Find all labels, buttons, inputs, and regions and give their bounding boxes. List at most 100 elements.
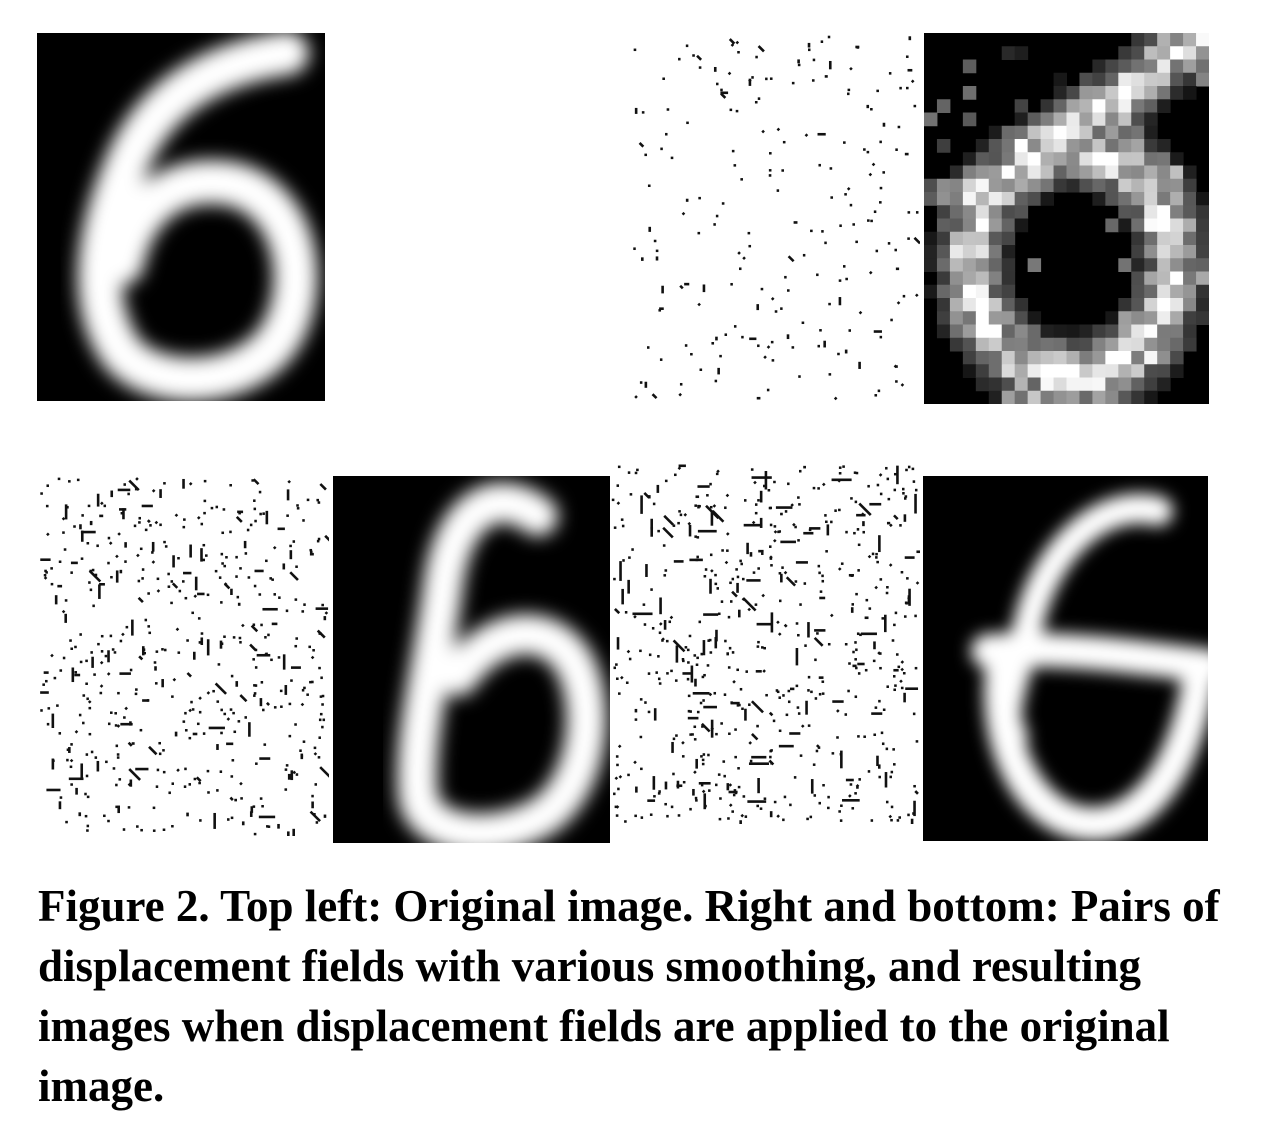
displacement-vector — [753, 480, 757, 485]
pixel-block — [1118, 72, 1132, 87]
pixel-block — [949, 192, 964, 206]
displacement-vector — [193, 594, 198, 599]
pixel-block — [924, 258, 938, 272]
displacement-vector — [874, 585, 878, 590]
pixel-block — [1157, 178, 1171, 193]
pixel-block — [1027, 311, 1042, 325]
pixel-block — [1170, 324, 1184, 339]
pixel-block — [1170, 72, 1184, 87]
displacement-vector — [757, 45, 765, 53]
displacement-vector — [679, 284, 684, 290]
pixel-block — [1183, 205, 1197, 219]
pixel-block — [1144, 377, 1158, 392]
resulting-image-noisy — [924, 33, 1209, 404]
pixel-block — [1066, 337, 1080, 352]
pixel-block — [1092, 152, 1106, 166]
displacement-vector — [769, 555, 773, 559]
displacement-vector — [206, 691, 211, 695]
pixel-block — [1053, 324, 1067, 339]
pixel-block — [1027, 112, 1042, 127]
pixel-block — [1027, 351, 1042, 365]
pixel-block — [988, 245, 1003, 259]
displacement-vector — [116, 724, 121, 728]
displacement-vector — [615, 805, 620, 809]
pixel-block — [1183, 258, 1197, 272]
displacement-vector — [151, 489, 156, 493]
pixel-block — [1183, 86, 1197, 100]
pixel-block — [975, 284, 990, 299]
pixel-block — [1079, 324, 1093, 339]
displacement-vector — [751, 520, 756, 525]
displacement-vector — [265, 701, 271, 706]
displacement-vector — [634, 395, 638, 399]
pixel-block — [1027, 192, 1042, 206]
displacement-vector — [915, 581, 920, 585]
displacement-vector — [878, 473, 883, 477]
pixel-block — [1105, 351, 1119, 365]
pixel-block — [1014, 205, 1029, 219]
pixel-block — [1092, 165, 1106, 180]
displacement-vector — [877, 651, 881, 655]
pixel-block — [1001, 271, 1016, 286]
displacement-vector — [128, 479, 140, 492]
pixel-block — [1105, 337, 1119, 352]
displacement-vector — [730, 43, 735, 47]
pixel-block — [1027, 165, 1042, 180]
pixel-block — [1131, 298, 1145, 312]
pixel-block — [1144, 311, 1158, 325]
pixel-block — [975, 351, 990, 365]
pixel-block — [1144, 99, 1158, 113]
pixel-block — [1118, 99, 1132, 113]
displacement-vector — [787, 255, 795, 263]
displacement-vector — [724, 560, 729, 565]
displacement-vector — [735, 40, 740, 45]
pixel-block — [1170, 351, 1184, 365]
displacement-vector — [658, 622, 663, 626]
pixel-block — [1040, 178, 1055, 193]
pixel-block — [1027, 377, 1042, 392]
pixel-block — [1066, 390, 1080, 404]
displacement-vector — [106, 672, 111, 676]
pixel-block — [949, 337, 964, 352]
pixel-block — [1092, 72, 1106, 87]
displacement-vector — [751, 733, 759, 741]
pixel-block — [975, 271, 990, 286]
pixel-block — [1144, 46, 1158, 60]
displacement-vector — [241, 623, 245, 628]
pixel-block — [975, 178, 990, 193]
displacement-vector — [716, 469, 720, 474]
pixel-block — [936, 245, 951, 259]
displacement-vector — [681, 211, 686, 216]
displacement-vector — [849, 66, 853, 71]
pixel-block — [1131, 72, 1145, 87]
pixel-block — [1196, 258, 1209, 272]
resulting-image-slanted — [333, 476, 610, 843]
pixel-block — [1170, 337, 1184, 352]
pixel-block — [1079, 99, 1093, 113]
pixel-block — [988, 337, 1003, 352]
displacement-vector — [633, 614, 637, 619]
displacement-vector — [693, 770, 697, 774]
displacement-vector — [252, 478, 260, 486]
pixel-block — [1066, 152, 1080, 166]
pixel-block — [1014, 178, 1029, 193]
pixel-block — [949, 324, 964, 339]
pixel-block — [1066, 351, 1080, 365]
pixel-block — [1183, 311, 1197, 325]
pixel-block — [1014, 139, 1029, 153]
displacement-vector — [727, 71, 732, 76]
displacement-vector — [61, 609, 66, 614]
pixel-block — [988, 271, 1003, 286]
pixel-block — [1066, 86, 1080, 100]
pixel-block — [1157, 99, 1171, 113]
pixel-block — [1105, 324, 1119, 339]
displacement-vector — [614, 776, 619, 781]
pixel-block — [1027, 178, 1042, 193]
pixel-block — [988, 192, 1003, 206]
pixel-block — [1131, 178, 1145, 193]
pixel-block — [1196, 231, 1209, 246]
pixel-block — [1131, 324, 1145, 339]
pixel-block — [1170, 46, 1184, 60]
pixel-block — [1157, 86, 1171, 100]
pixel-block — [1157, 139, 1171, 153]
